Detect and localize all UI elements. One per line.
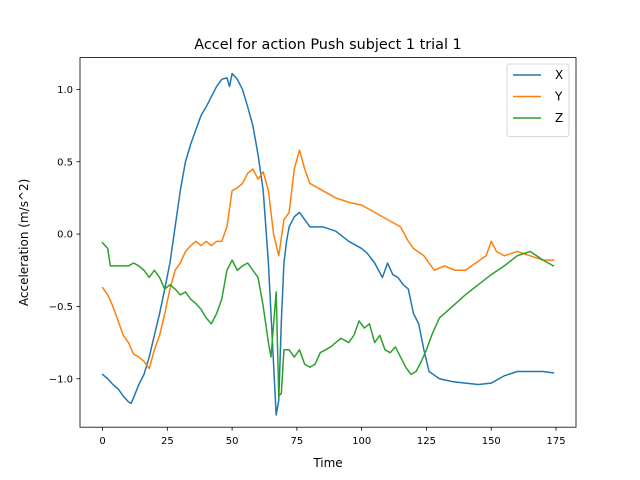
y-axis: 1.0 0.5 0.0 −0.5 −1.0 [49, 85, 80, 385]
x-tick-label: 175 [546, 436, 565, 447]
y-tick-label: 1.0 [57, 85, 73, 96]
x-tick-label: 125 [417, 436, 436, 447]
plot-frame [79, 57, 577, 428]
x-axis-label: Time [312, 456, 342, 470]
y-axis-label: Acceleration (m/s^2) [17, 179, 31, 306]
plot-area [80, 57, 576, 428]
y-tick-label: −1.0 [49, 374, 73, 385]
x-tick-label: 75 [291, 436, 304, 447]
y-tick-label: −0.5 [49, 302, 73, 313]
y-tick-label: 0.5 [57, 157, 73, 168]
chart-title: Accel for action Push subject 1 trial 1 [194, 37, 461, 53]
legend-label-y: Y [554, 90, 563, 104]
series-line-y [101, 149, 555, 370]
x-tick-label: 100 [352, 436, 371, 447]
x-tick-label: 0 [99, 436, 105, 447]
x-axis: 0 25 50 75 100 125 150 175 [99, 427, 566, 447]
legend-label-x: X [555, 68, 563, 82]
legend-label-z: Z [555, 111, 563, 125]
x-tick-label: 50 [226, 436, 239, 447]
legend: XYZ [506, 63, 570, 137]
series-line-z [101, 241, 555, 397]
x-tick-label: 150 [482, 436, 501, 447]
series-layer [101, 72, 555, 416]
series-line-x [101, 72, 555, 416]
x-tick-label: 25 [161, 436, 174, 447]
y-tick-label: 0.0 [57, 230, 73, 241]
